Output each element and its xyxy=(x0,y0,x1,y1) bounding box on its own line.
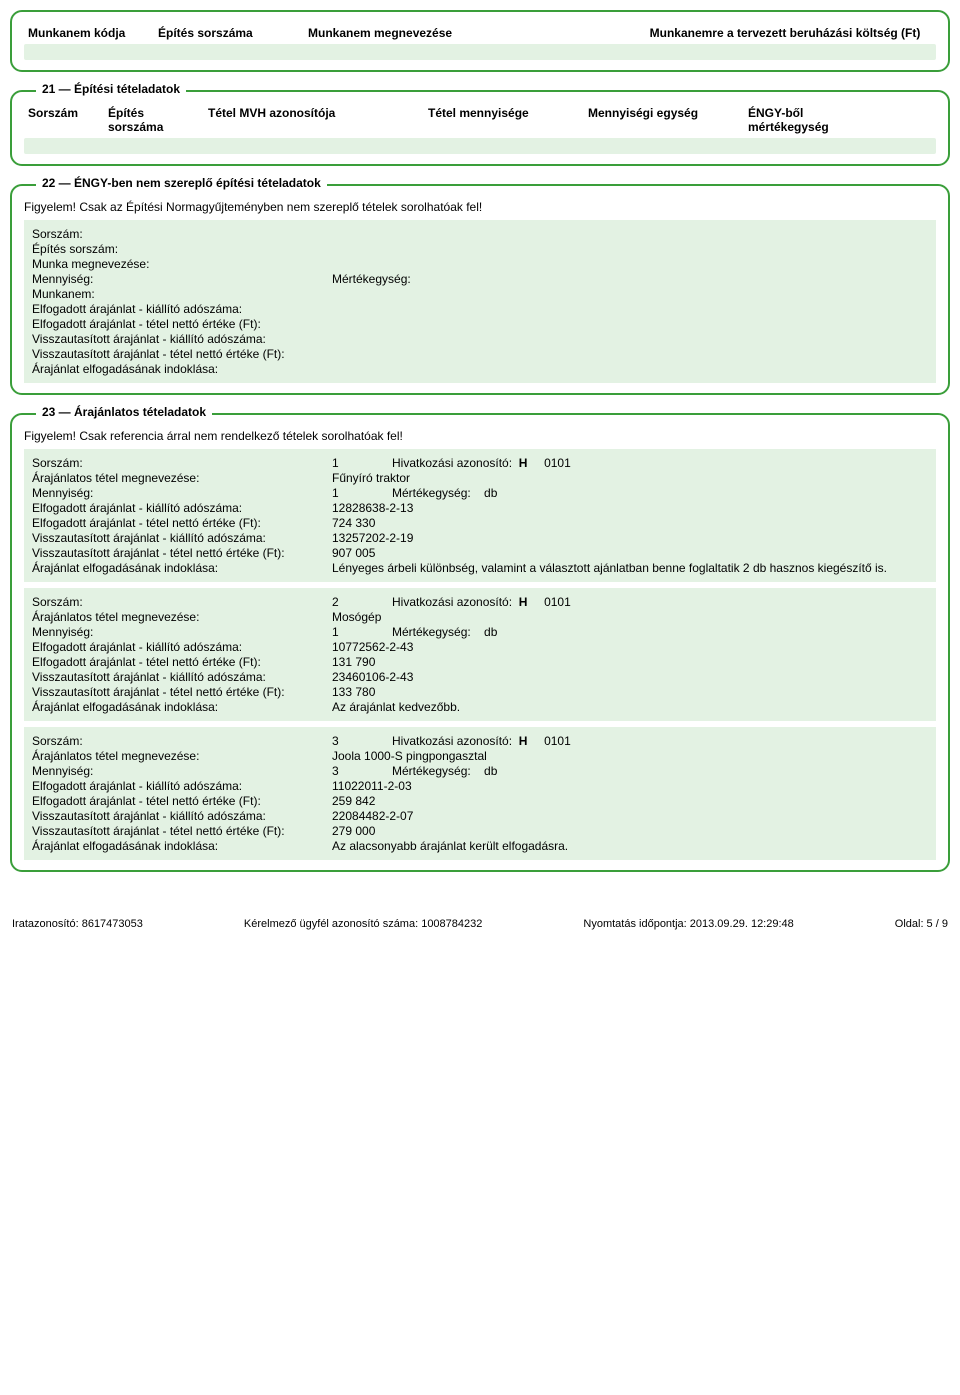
lbl-elf-ado: Elfogadott árajánlat - kiállító adószáma… xyxy=(32,302,332,316)
lbl-vissza-netto: Visszautasított árajánlat - tétel nettó … xyxy=(32,824,332,838)
val-vissza-netto: 279 000 xyxy=(332,824,928,838)
lbl-sorszam: Sorszám: xyxy=(32,456,332,470)
lbl-epites-sorszam: Építés sorszám: xyxy=(32,242,332,256)
val-vissza-ado: 22084482-2-07 xyxy=(332,809,928,823)
lbl-elf-netto: Elfogadott árajánlat - tétel nettó érték… xyxy=(32,516,332,530)
lbl-vissza-netto: Visszautasított árajánlat - tétel nettó … xyxy=(32,546,332,560)
lbl-tetel-meg: Árajánlatos tétel megnevezése: xyxy=(32,749,332,763)
val-tetel-meg: Fűnyíró traktor xyxy=(332,471,928,485)
val-elf-netto: 259 842 xyxy=(332,794,928,808)
lbl-indok: Árajánlat elfogadásának indoklása: xyxy=(32,561,332,575)
val-mennyiseg: 1Mértékegység: db xyxy=(332,625,928,639)
panel-22-item: Sorszám: Építés sorszám: Munka megnevezé… xyxy=(24,220,936,383)
lbl-mertekegyseg: Mértékegység: xyxy=(332,272,928,286)
footer-irat: Iratazonosító: 8617473053 xyxy=(12,918,143,930)
lbl-elf-netto: Elfogadott árajánlat - tétel nettó érték… xyxy=(32,794,332,808)
col-engy: ÉNGY-ből mértékegység xyxy=(744,106,936,134)
panel-22-legend: 22 — ÉNGY-ben nem szereplő építési tétel… xyxy=(36,176,327,190)
lbl-mennyiseg: Mennyiség: xyxy=(32,272,332,286)
panel-23-legend: 23 — Árajánlatos tételadatok xyxy=(36,405,212,419)
lbl-tetel-meg: Árajánlatos tétel megnevezése: xyxy=(32,471,332,485)
lbl-munkanem: Munkanem: xyxy=(32,287,332,301)
col-sorszam: Sorszám xyxy=(24,106,104,134)
col-epites-line2: sorszáma xyxy=(108,120,163,134)
lbl-indok: Árajánlat elfogadásának indoklása: xyxy=(32,362,332,376)
panel-23-item: Sorszám:2Hivatkozási azonosító: H 0101Ár… xyxy=(24,588,936,721)
footer-oldal: Oldal: 5 / 9 xyxy=(895,918,948,930)
footer-nyomt: Nyomtatás időpontja: 2013.09.29. 12:29:4… xyxy=(583,918,793,930)
panel-21-header: Sorszám Építés sorszáma Tétel MVH azonos… xyxy=(24,106,936,134)
lbl-sorszam: Sorszám: xyxy=(32,227,332,241)
lbl-elf-netto: Elfogadott árajánlat - tétel nettó érték… xyxy=(32,655,332,669)
lbl-elf-ado: Elfogadott árajánlat - kiállító adószáma… xyxy=(32,640,332,654)
col-tetel-mvh: Tétel MVH azonosítója xyxy=(204,106,424,134)
col-engy-line1: ÉNGY-ből xyxy=(748,106,803,120)
page-footer: Iratazonosító: 8617473053 Kérelmező ügyf… xyxy=(10,912,950,938)
lbl-vissza-netto: Visszautasított árajánlat - tétel nettó … xyxy=(32,685,332,699)
lbl-vissza-ado: Visszautasított árajánlat - kiállító adó… xyxy=(32,809,332,823)
lbl-mennyiseg: Mennyiség: xyxy=(32,486,332,500)
col-epites-sorszama: Építés sorszáma xyxy=(104,106,204,134)
top-header-row: Munkanem kódja Építés sorszáma Munkanem … xyxy=(24,26,936,40)
val-sorszam-hivaz: 3Hivatkozási azonosító: H 0101 xyxy=(332,734,928,748)
val-indok: Az árajánlat kedvezőbb. xyxy=(332,700,928,714)
lbl-indok: Árajánlat elfogadásának indoklása: xyxy=(32,700,332,714)
val-tetel-meg: Joola 1000-S pingpongasztal xyxy=(332,749,928,763)
lbl-mennyiseg: Mennyiség: xyxy=(32,764,332,778)
lbl-vissza-netto: Visszautasított árajánlat - tétel nettó … xyxy=(32,347,332,361)
panel-23: 23 — Árajánlatos tételadatok Figyelem! C… xyxy=(10,413,950,872)
val-elf-ado: 12828638-2-13 xyxy=(332,501,928,515)
val-sorszam-hivaz: 1Hivatkozási azonosító: H 0101 xyxy=(332,456,928,470)
lbl-elf-netto: Elfogadott árajánlat - tétel nettó érték… xyxy=(32,317,332,331)
lbl-elf-ado: Elfogadott árajánlat - kiállító adószáma… xyxy=(32,501,332,515)
lbl-elf-ado: Elfogadott árajánlat - kiállító adószáma… xyxy=(32,779,332,793)
val-vissza-ado: 23460106-2-43 xyxy=(332,670,928,684)
col-epites-sorszama: Építés sorszáma xyxy=(154,26,304,40)
lbl-sorszam: Sorszám: xyxy=(32,595,332,609)
col-epites-line1: Építés xyxy=(108,106,144,120)
val-mennyiseg: 1Mértékegység: db xyxy=(332,486,928,500)
lbl-vissza-ado: Visszautasított árajánlat - kiállító adó… xyxy=(32,332,332,346)
panel-23-item: Sorszám:1Hivatkozási azonosító: H 0101Ár… xyxy=(24,449,936,582)
lbl-tetel-meg: Árajánlatos tétel megnevezése: xyxy=(32,610,332,624)
val-elf-ado: 10772562-2-43 xyxy=(332,640,928,654)
col-engy-line2: mértékegység xyxy=(748,120,829,134)
col-munkanem-kodja: Munkanem kódja xyxy=(24,26,154,40)
lbl-sorszam: Sorszám: xyxy=(32,734,332,748)
val-sorszam-hivaz: 2Hivatkozási azonosító: H 0101 xyxy=(332,595,928,609)
lbl-indok: Árajánlat elfogadásának indoklása: xyxy=(32,839,332,853)
val-indok: Lényeges árbeli különbség, valamint a vá… xyxy=(332,561,928,575)
col-tetel-mennyisege: Tétel mennyisége xyxy=(424,106,584,134)
panel-23-warning: Figyelem! Csak referencia árral nem rend… xyxy=(24,429,936,443)
panel-23-item: Sorszám:3Hivatkozási azonosító: H 0101Ár… xyxy=(24,727,936,860)
val-elf-netto: 724 330 xyxy=(332,516,928,530)
panel-22: 22 — ÉNGY-ben nem szereplő építési tétel… xyxy=(10,184,950,395)
lbl-vissza-ado: Visszautasított árajánlat - kiállító adó… xyxy=(32,670,332,684)
val-vissza-netto: 133 780 xyxy=(332,685,928,699)
lbl-mennyiseg: Mennyiség: xyxy=(32,625,332,639)
val-indok: Az alacsonyabb árajánlat került elfogadá… xyxy=(332,839,928,853)
top-header-empty-row xyxy=(24,44,936,60)
top-header-panel: Munkanem kódja Építés sorszáma Munkanem … xyxy=(10,10,950,72)
lbl-vissza-ado: Visszautasított árajánlat - kiállító adó… xyxy=(32,531,332,545)
col-mennyisegi-egyseg: Mennyiségi egység xyxy=(584,106,744,134)
col-munkanem-megnevezese: Munkanem megnevezése xyxy=(304,26,634,40)
panel-21: 21 — Építési tételadatok Sorszám Építés … xyxy=(10,90,950,166)
panel-22-warning: Figyelem! Csak az Építési Normagyűjtemén… xyxy=(24,200,936,214)
val-vissza-netto: 907 005 xyxy=(332,546,928,560)
val-vissza-ado: 13257202-2-19 xyxy=(332,531,928,545)
lbl-munka-megnevezese: Munka megnevezése: xyxy=(32,257,332,271)
val-elf-netto: 131 790 xyxy=(332,655,928,669)
val-tetel-meg: Mosógép xyxy=(332,610,928,624)
panel-21-empty-row xyxy=(24,138,936,154)
val-mennyiseg: 3Mértékegység: db xyxy=(332,764,928,778)
col-munkanemre-koltseg: Munkanemre a tervezett beruházási költsé… xyxy=(634,26,936,40)
panel-21-legend: 21 — Építési tételadatok xyxy=(36,82,186,96)
footer-ugyfel: Kérelmező ügyfél azonosító száma: 100878… xyxy=(244,918,483,930)
val-elf-ado: 11022011-2-03 xyxy=(332,779,928,793)
